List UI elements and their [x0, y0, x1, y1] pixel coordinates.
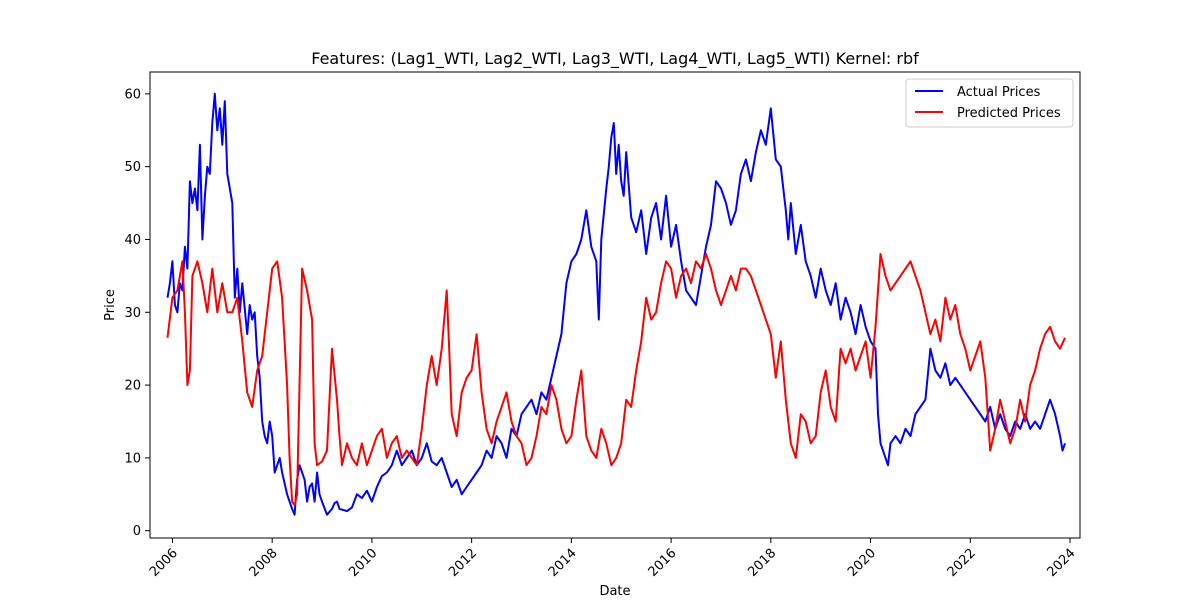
y-axis: 0 10 20 30 40 50 60 — [124, 87, 150, 539]
legend-label-actual: Actual Prices — [957, 85, 1041, 100]
y-axis-label: Price — [103, 289, 118, 321]
series-layer — [166, 92, 1066, 516]
y-tick-label: 20 — [124, 379, 141, 394]
y-tick-label: 50 — [124, 160, 141, 175]
y-tick-label: 10 — [124, 451, 141, 466]
legend: Actual Prices Predicted Prices — [905, 78, 1074, 128]
series-line-predicted — [166, 253, 1066, 507]
y-tick-label: 0 — [133, 524, 141, 539]
legend-box — [905, 78, 1074, 128]
series-line-actual — [166, 92, 1066, 516]
y-tick-label: 60 — [124, 87, 141, 102]
x-axis-label: Date — [599, 584, 630, 599]
chart-title: Features: (Lag1_WTI, Lag2_WTI, Lag3_WTI,… — [311, 49, 919, 69]
y-tick-label: 40 — [124, 233, 141, 248]
y-tick-label: 30 — [124, 306, 141, 321]
plot-frame — [149, 71, 1081, 539]
legend-label-predicted: Predicted Prices — [957, 106, 1061, 121]
